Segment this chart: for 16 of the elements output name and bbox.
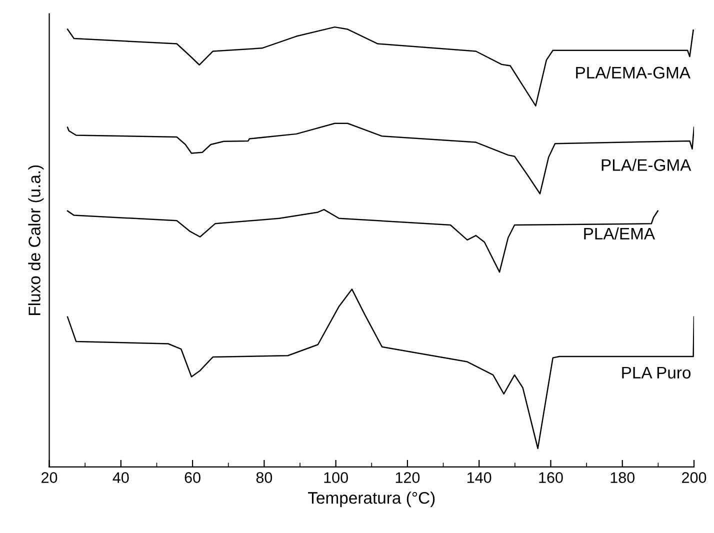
series-label: PLA Puro [622, 366, 691, 379]
x-tick-label: 120 [396, 472, 420, 483]
x-tick-label: 200 [682, 472, 706, 483]
x-tick-label: 40 [112, 472, 129, 483]
x-tick-label: 140 [468, 472, 492, 483]
series-label: PLA/E-GMA [602, 158, 692, 171]
x-tick-label: 100 [324, 472, 348, 483]
x-tick-label: 180 [610, 472, 635, 483]
x-tick-label: 80 [256, 472, 272, 483]
x-tick-label: 160 [539, 472, 563, 483]
series-label: PLA/EMA [584, 227, 656, 240]
x-axis-title: Temperatura (°C) [308, 492, 435, 508]
y-axis-title: Fluxo de Calor (u.a.) [28, 165, 44, 315]
x-tick-label: 20 [42, 472, 58, 483]
series-label: PLA/EMA-GMA [576, 66, 690, 79]
x-tick-label: 60 [184, 472, 200, 483]
